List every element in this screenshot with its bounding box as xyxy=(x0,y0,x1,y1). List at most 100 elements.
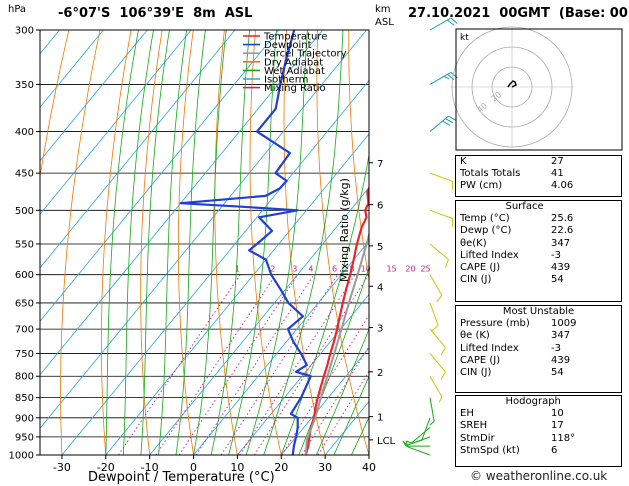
dry-adiabat-line xyxy=(177,30,194,455)
hodo-row: StmDir 118° xyxy=(460,432,576,444)
barb-staff xyxy=(429,302,439,326)
mixing-ratio-line xyxy=(178,274,299,455)
dry-adiabat-line xyxy=(214,30,238,455)
footer-credit: © weatheronline.co.uk xyxy=(470,469,608,483)
isotherm-line xyxy=(61,79,369,455)
hodograph-ring-label: 20 xyxy=(490,90,504,103)
dry-adiabat-line xyxy=(316,30,369,455)
mu-row: θe (K) 347 xyxy=(460,330,571,342)
barb-flag xyxy=(402,441,408,446)
barb-staff xyxy=(429,243,449,260)
wind-barb xyxy=(429,375,443,403)
x-axis-label: Dewpoint / Temperature (°C) xyxy=(88,470,275,485)
legend-label: Dewpoint xyxy=(264,40,312,51)
surface-title: Surface xyxy=(505,201,544,212)
temperature-tick-label: -30 xyxy=(53,461,71,474)
wind-barb xyxy=(405,427,431,444)
mixing-ratio-line xyxy=(195,274,315,455)
series-parcel-trajectory xyxy=(304,231,369,455)
pressure-tick-label: 800 xyxy=(15,372,34,383)
location-title: -6°07'S 106°39'E 8m ASL xyxy=(58,6,253,21)
legend-label: Isotherm xyxy=(264,75,308,86)
y-axis-label-right: Mixing Ratio (g/kg) xyxy=(338,178,351,282)
mixing-ratio-label: 4 xyxy=(308,265,313,274)
dry-adiabat-line xyxy=(101,30,132,455)
legend-label: Temperature xyxy=(263,32,327,43)
legend-label: Mixing Ratio xyxy=(264,83,326,94)
hodograph-kt-label: kt xyxy=(460,33,469,43)
wet-adiabat-line xyxy=(333,375,369,455)
isotherm-line xyxy=(280,347,369,455)
mixing-ratio-label: 15 xyxy=(386,265,396,274)
hodo-row: SREH 17 xyxy=(460,420,564,432)
barb-staff xyxy=(429,71,452,85)
legend-label: Wet Adiabat xyxy=(264,66,325,77)
wet-adiabat-line xyxy=(316,328,369,455)
mixing-ratio-line xyxy=(155,274,277,455)
hpa-label: hPa xyxy=(8,4,27,15)
barb-staff xyxy=(421,417,431,441)
dry-adiabat-line xyxy=(40,30,70,180)
barb-flag xyxy=(415,439,422,442)
mixing-ratio-labels: 1 2 3 4 6 8 10 15 20 25 xyxy=(235,265,431,274)
km-tick-label: 6 xyxy=(377,201,383,212)
barb-staff xyxy=(411,427,431,444)
legend-label: Parcel Trajectory xyxy=(264,49,347,60)
isotherm-line xyxy=(40,30,280,322)
plot-frame xyxy=(39,29,370,456)
isotherm-line xyxy=(40,30,104,108)
most-unstable-table: Most Unstable Pressure (mb) 1009 θe (K) 34… xyxy=(455,305,622,393)
index-row: PW (cm) 4.06 xyxy=(460,180,574,192)
km-tick-label: 5 xyxy=(377,242,383,253)
km-tick-label: LCL xyxy=(377,436,396,447)
temperature-tick-label: -10 xyxy=(141,461,159,474)
km-tick-label: 7 xyxy=(377,159,383,170)
pressure-tick-label: 850 xyxy=(15,393,34,404)
temperature-tick-label: 40 xyxy=(362,461,376,474)
pressure-tick-label: 450 xyxy=(15,169,34,180)
km-tick-label: 3 xyxy=(377,324,383,335)
mixing-ratio-line xyxy=(317,370,369,455)
wet-adiabat-line xyxy=(140,30,170,455)
barb-flag xyxy=(448,115,457,121)
dry-adiabat-line xyxy=(380,30,457,455)
barb-staff xyxy=(429,209,453,219)
mixing-ratio-label: 2 xyxy=(270,265,275,274)
surface-row: Temp (°C) 25.6 xyxy=(460,213,574,225)
dry-adiabat-line xyxy=(249,30,282,455)
temperature-tick-label: 10 xyxy=(230,461,244,474)
isotherm-line xyxy=(40,30,367,429)
temperature-tick-label: -20 xyxy=(97,461,115,474)
temperature-tick-label: 0 xyxy=(190,461,197,474)
hodograph-ring-label: 40 xyxy=(476,101,490,114)
hodograph-frame xyxy=(455,28,623,151)
isotherm-line xyxy=(149,186,369,455)
wind-barb xyxy=(429,17,458,31)
hodograph-trace xyxy=(507,80,517,88)
wet-adiabat-line xyxy=(122,30,154,455)
barb-staff xyxy=(429,115,449,132)
wet-adiabat-line xyxy=(175,30,206,455)
barb-flag xyxy=(450,17,458,24)
wet-adiabat-line xyxy=(263,30,344,455)
wind-barb xyxy=(415,417,431,442)
barb-flag xyxy=(447,19,455,26)
wind-barb xyxy=(429,172,454,190)
mixing-ratio-line xyxy=(253,274,369,455)
barb-staff xyxy=(429,375,443,398)
surface-table: Surface Temp (°C) 25.6 Dewp (°C) 22.6 θe(K… xyxy=(455,200,622,302)
isotherm-line xyxy=(40,30,148,162)
barb-flag xyxy=(440,371,446,380)
mixing-ratio-line xyxy=(239,274,356,455)
wind-barb xyxy=(429,209,454,228)
surface-row: Dewp (°C) 22.6 xyxy=(460,225,574,237)
barb-flag xyxy=(445,118,454,124)
dry-adiabat-line xyxy=(140,30,163,455)
wind-barbs xyxy=(402,17,458,456)
surface-row: θe(K) 347 xyxy=(460,237,571,249)
isotherm-line xyxy=(40,30,236,269)
wet-adiabat-line xyxy=(228,30,277,455)
hodo-row: EH 10 xyxy=(460,408,564,420)
